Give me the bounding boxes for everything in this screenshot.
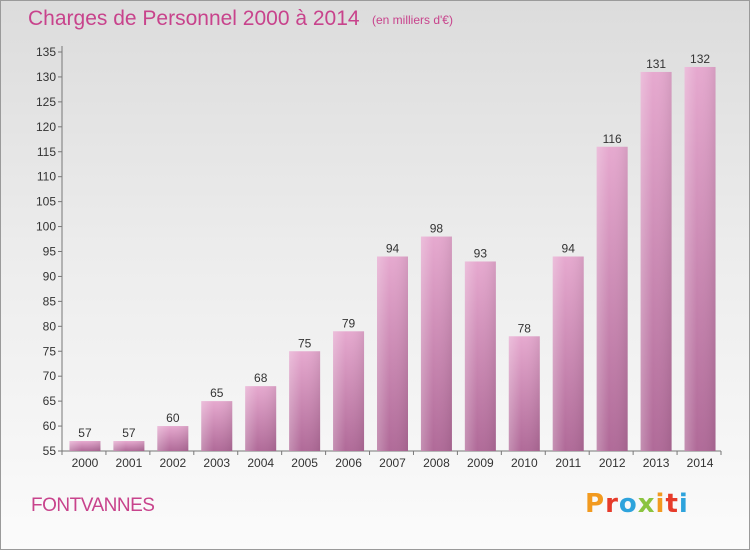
bar-shade xyxy=(157,426,189,451)
logo-letter: i xyxy=(655,489,666,519)
y-tick-label: 80 xyxy=(43,319,57,333)
value-label: 132 xyxy=(690,52,710,66)
x-tick-label: 2013 xyxy=(643,456,670,470)
bar-shade xyxy=(113,441,145,451)
logo-letter: t xyxy=(665,489,679,519)
chart-subtitle: (en milliers d'€) xyxy=(372,13,453,27)
bar-shade xyxy=(552,256,584,451)
y-tick-label: 120 xyxy=(36,120,56,134)
commune-name: FONTVANNES xyxy=(31,495,155,516)
bar-shade xyxy=(377,256,408,451)
bar-shade xyxy=(245,386,277,451)
value-label: 94 xyxy=(386,241,400,255)
logo-letter: x xyxy=(637,489,656,519)
bar-shade xyxy=(640,71,672,451)
bar-shade xyxy=(684,66,716,452)
bars xyxy=(69,66,716,452)
x-tick-label: 2004 xyxy=(247,456,274,470)
bar-shade xyxy=(69,441,101,451)
value-label: 68 xyxy=(254,371,268,385)
y-tick-label: 130 xyxy=(36,70,56,84)
x-tick-label: 2000 xyxy=(72,456,99,470)
value-label: 98 xyxy=(430,222,444,236)
y-tick-label: 135 xyxy=(36,45,56,59)
value-label: 60 xyxy=(166,411,180,425)
value-label: 79 xyxy=(342,316,356,330)
x-tick-label: 2011 xyxy=(555,456,581,470)
y-tick-label: 85 xyxy=(43,294,57,308)
value-label: 78 xyxy=(518,321,532,335)
x-tick-label: 2003 xyxy=(203,456,230,470)
value-label: 57 xyxy=(78,426,92,440)
x-tick-label: 2002 xyxy=(159,456,186,470)
y-tick-label: 125 xyxy=(36,95,56,109)
logo-letter: i xyxy=(678,489,689,519)
y-tick-label: 105 xyxy=(36,195,56,209)
x-tick-label: 2009 xyxy=(467,456,494,470)
value-label: 93 xyxy=(474,246,488,260)
x-tick-label: 2006 xyxy=(335,456,362,470)
value-label: 57 xyxy=(122,426,136,440)
y-tick-label: 65 xyxy=(43,394,57,408)
y-tick-label: 70 xyxy=(43,369,57,383)
value-label: 65 xyxy=(210,386,224,400)
chart-title: Charges de Personnel 2000 à 2014 xyxy=(28,7,360,30)
y-tick-label: 95 xyxy=(43,245,57,259)
bar-shade xyxy=(333,331,365,451)
y-tick-label: 75 xyxy=(43,344,57,358)
bar-shade xyxy=(201,401,233,451)
bar-shade xyxy=(420,236,452,451)
y-tick-label: 55 xyxy=(43,444,57,458)
y-tick-label: 90 xyxy=(43,269,57,283)
bar-shade xyxy=(464,261,496,451)
x-tick-label: 2008 xyxy=(423,456,450,470)
x-tick-label: 2010 xyxy=(511,456,538,470)
y-tick-label: 115 xyxy=(37,145,56,159)
value-label: 75 xyxy=(298,336,312,350)
y-tick-label: 60 xyxy=(43,419,57,433)
value-labels: 57 57 60 65 68 75 79 94 98 93 78 94 116 131 132 xyxy=(78,52,710,440)
x-tick-label: 2014 xyxy=(687,456,714,470)
proxiti-logo[interactable]: Proxiti xyxy=(585,489,689,519)
logo-letter: o xyxy=(618,489,638,519)
bar-shade xyxy=(596,146,628,451)
value-label: 116 xyxy=(603,132,622,146)
bar-shade xyxy=(289,351,321,451)
y-tick-label: 100 xyxy=(36,220,56,234)
logo-letter: r xyxy=(605,489,619,519)
value-label: 131 xyxy=(646,57,666,71)
x-tick-label: 2007 xyxy=(379,456,406,470)
y-tick-label: 110 xyxy=(37,170,56,184)
x-tick-label: 2005 xyxy=(291,456,318,470)
logo-letter: P xyxy=(585,489,606,519)
value-label: 94 xyxy=(562,241,576,255)
x-tick-label: 2012 xyxy=(599,456,626,470)
bar-shade xyxy=(508,336,540,451)
x-tick-label: 2001 xyxy=(116,456,143,470)
